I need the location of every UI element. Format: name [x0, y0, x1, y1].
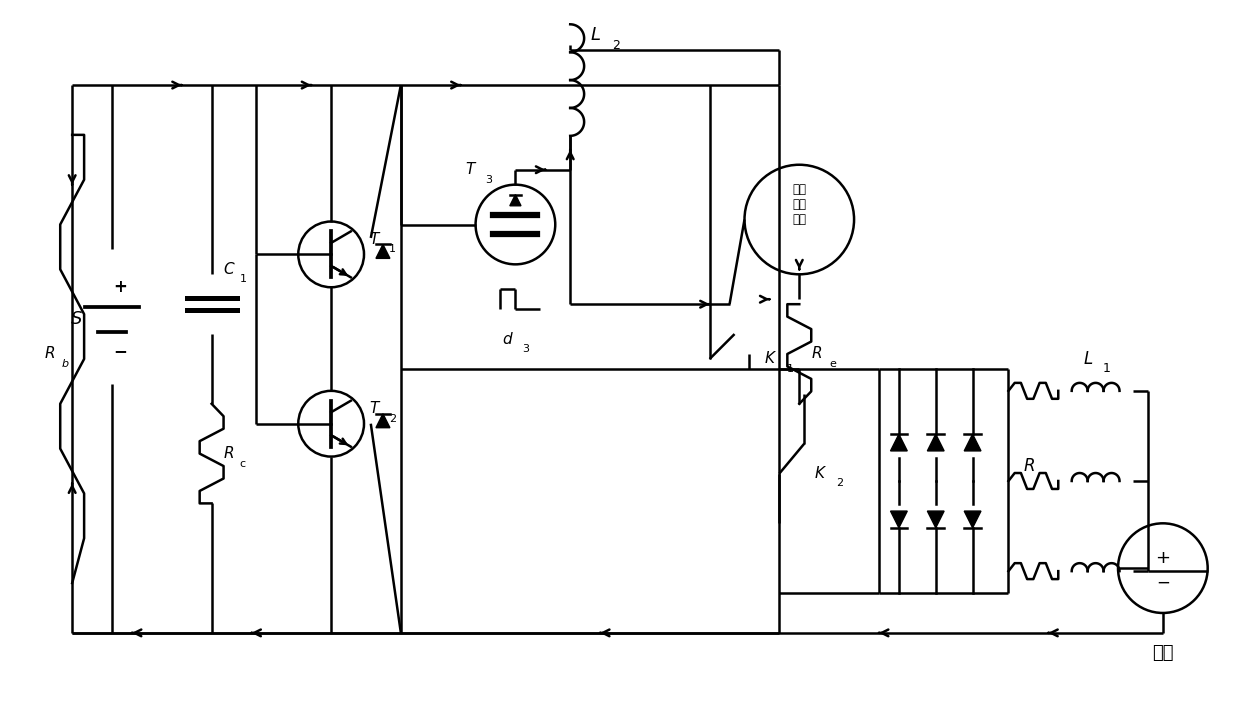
- Text: K: K: [764, 351, 774, 367]
- Polygon shape: [927, 511, 944, 528]
- Text: C: C: [223, 262, 234, 277]
- Polygon shape: [509, 194, 520, 206]
- Text: R: R: [45, 346, 56, 361]
- Text: 2: 2: [836, 479, 844, 489]
- Text: K: K: [814, 466, 824, 481]
- Text: 2: 2: [612, 39, 620, 51]
- Text: 3: 3: [522, 344, 529, 354]
- Text: −: −: [1156, 574, 1170, 592]
- Text: +: +: [113, 278, 126, 296]
- Text: 1: 1: [389, 244, 396, 254]
- Text: 3: 3: [486, 175, 493, 184]
- Text: L: L: [1083, 350, 1093, 368]
- Text: T: T: [369, 232, 378, 247]
- Text: 1: 1: [1103, 363, 1111, 375]
- Text: L: L: [590, 26, 600, 44]
- Polygon shape: [964, 434, 981, 451]
- Text: c: c: [239, 458, 245, 469]
- Polygon shape: [891, 511, 907, 528]
- Text: e: e: [829, 359, 836, 369]
- Text: d: d: [503, 332, 512, 346]
- Text: 电渏
流制
动器: 电渏 流制 动器: [792, 183, 807, 226]
- Text: S: S: [71, 310, 82, 328]
- Text: R: R: [1023, 457, 1035, 475]
- Polygon shape: [964, 511, 981, 528]
- Text: +: +: [1155, 549, 1171, 567]
- Text: R: R: [223, 446, 234, 461]
- Polygon shape: [891, 434, 907, 451]
- Polygon shape: [927, 434, 944, 451]
- Text: 1: 1: [239, 275, 247, 284]
- Polygon shape: [375, 414, 390, 428]
- Text: 电机: 电机: [1152, 644, 1173, 662]
- Text: b: b: [62, 359, 68, 369]
- Text: 1: 1: [787, 364, 793, 374]
- Text: T: T: [466, 162, 475, 177]
- Text: 2: 2: [389, 414, 396, 424]
- Text: −: −: [113, 342, 126, 360]
- Text: T: T: [369, 401, 378, 416]
- Text: R: R: [812, 346, 821, 361]
- Polygon shape: [375, 244, 390, 258]
